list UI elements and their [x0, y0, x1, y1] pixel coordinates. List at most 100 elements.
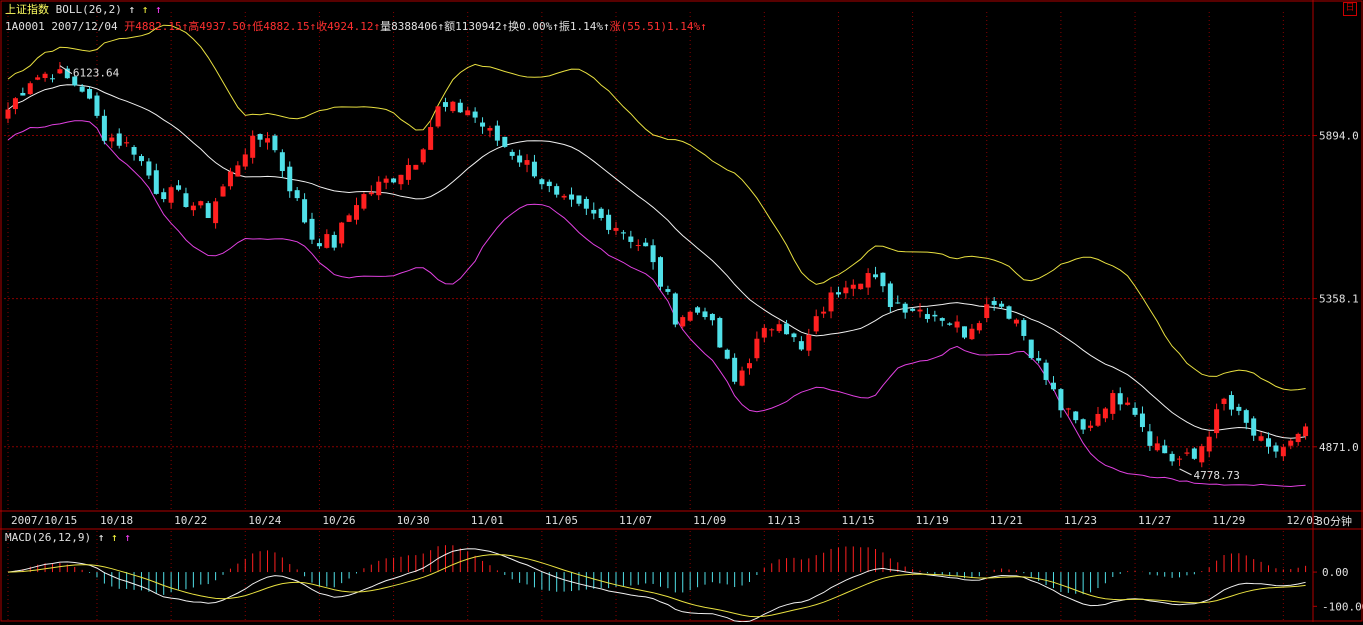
low-annotation: 4778.73: [1194, 469, 1240, 482]
candle-body: [49, 78, 55, 80]
header-line1: 上证指数 BOLL(26,2) ↑ ↑ ↑: [5, 3, 162, 16]
candle-body: [428, 127, 434, 150]
candle-body: [835, 292, 841, 295]
candle-body: [1139, 413, 1145, 428]
candle-body: [1110, 393, 1116, 414]
candle-body: [1125, 402, 1131, 405]
candle-body: [954, 321, 960, 328]
candle-body: [509, 151, 515, 156]
candle-body: [754, 338, 760, 359]
high-annotation: 6123.64: [73, 67, 120, 80]
candle-body: [598, 208, 604, 218]
candle-body: [1154, 443, 1160, 451]
candle-body: [487, 128, 493, 131]
candle-body: [161, 192, 167, 200]
candle-body: [1080, 419, 1086, 430]
candle-body: [806, 334, 812, 351]
candle-body: [917, 309, 923, 312]
candle-body: [702, 311, 708, 318]
candle-body: [79, 86, 85, 92]
candle-body: [109, 137, 115, 142]
candle-body: [665, 289, 671, 292]
candle-body: [383, 178, 389, 183]
x-tick-label: 10/24: [248, 514, 281, 527]
candle-body: [650, 245, 656, 263]
candle-body: [1191, 448, 1197, 459]
macd-dif-line: [7, 548, 1306, 623]
quote-5: 额1130942↑: [444, 20, 509, 33]
x-tick-label: 11/15: [841, 514, 874, 527]
boll-mid-line: [7, 84, 1306, 439]
candle-body: [561, 195, 567, 198]
candle-body: [183, 193, 189, 207]
candle-body: [643, 242, 649, 247]
candle-body: [1266, 438, 1272, 447]
candle-body: [1065, 408, 1071, 410]
macd-header: MACD(26,12,9) ↑ ↑ ↑: [5, 531, 131, 544]
candle-body: [984, 304, 990, 319]
candle-body: [494, 125, 500, 141]
candle-body: [190, 205, 196, 211]
candle-body: [1303, 426, 1309, 437]
candle-body: [72, 76, 78, 86]
candle-body: [235, 165, 241, 177]
candle-body: [1199, 446, 1205, 463]
quote-7: 振1.14%↑: [558, 20, 610, 33]
candle-body: [442, 102, 448, 107]
candle-body: [1184, 452, 1190, 454]
candle-body: [813, 316, 819, 332]
x-tick-label: 10/22: [174, 514, 207, 527]
x-tick-label: 11/09: [693, 514, 726, 527]
maximize-icon[interactable]: 日: [1343, 2, 1357, 16]
candle-body: [583, 198, 589, 209]
candle-body: [279, 152, 285, 172]
candle-body: [828, 292, 834, 312]
macd-dea-line: [7, 554, 1306, 618]
candle-body: [1206, 436, 1212, 452]
index-name: 上证指数: [5, 3, 49, 16]
candle-body: [198, 201, 204, 206]
candle-body: [1147, 431, 1153, 446]
candle-body: [146, 161, 152, 176]
candle-body: [776, 324, 782, 332]
stock-code: 1A0001: [5, 20, 45, 33]
y-tick-label: 4871.0: [1319, 441, 1359, 454]
candle-body: [1243, 410, 1249, 423]
candle-body: [717, 318, 723, 348]
candle-body: [101, 115, 107, 141]
candle-body: [991, 300, 997, 305]
candle-body: [316, 243, 322, 247]
arrow-white-icon: ↑: [128, 3, 136, 16]
x-tick-label: 11/23: [1064, 514, 1097, 527]
macd-label: MACD(26,12,9): [5, 531, 92, 544]
candle-body: [480, 122, 486, 127]
boll-upper-line: [7, 24, 1306, 391]
candle-body: [947, 323, 953, 325]
x-tick-label: 11/01: [471, 514, 504, 527]
candle-body: [361, 194, 367, 209]
candle-body: [1117, 393, 1123, 405]
candle-body: [1095, 413, 1101, 426]
candle-body: [413, 164, 419, 170]
candle-body: [35, 77, 41, 80]
x-tick-label: 11/29: [1212, 514, 1245, 527]
candle-body: [265, 138, 271, 143]
candle-body: [57, 69, 63, 74]
candle-body: [1221, 398, 1227, 404]
candle-body: [791, 333, 797, 338]
low-annotation-leader: [1179, 468, 1192, 476]
candle-body: [613, 227, 619, 231]
candle-body: [138, 156, 144, 162]
candle-body: [1236, 406, 1242, 411]
candle-body: [391, 178, 397, 183]
candle-body: [1273, 445, 1279, 452]
boll-lower-line: [7, 120, 1306, 488]
candle-body: [680, 317, 686, 327]
candle-body: [1058, 389, 1064, 411]
candle-body: [27, 83, 33, 95]
candle-body: [687, 311, 693, 321]
candle-body: [865, 273, 871, 288]
quote-1: 高4937.50↑: [188, 20, 253, 33]
